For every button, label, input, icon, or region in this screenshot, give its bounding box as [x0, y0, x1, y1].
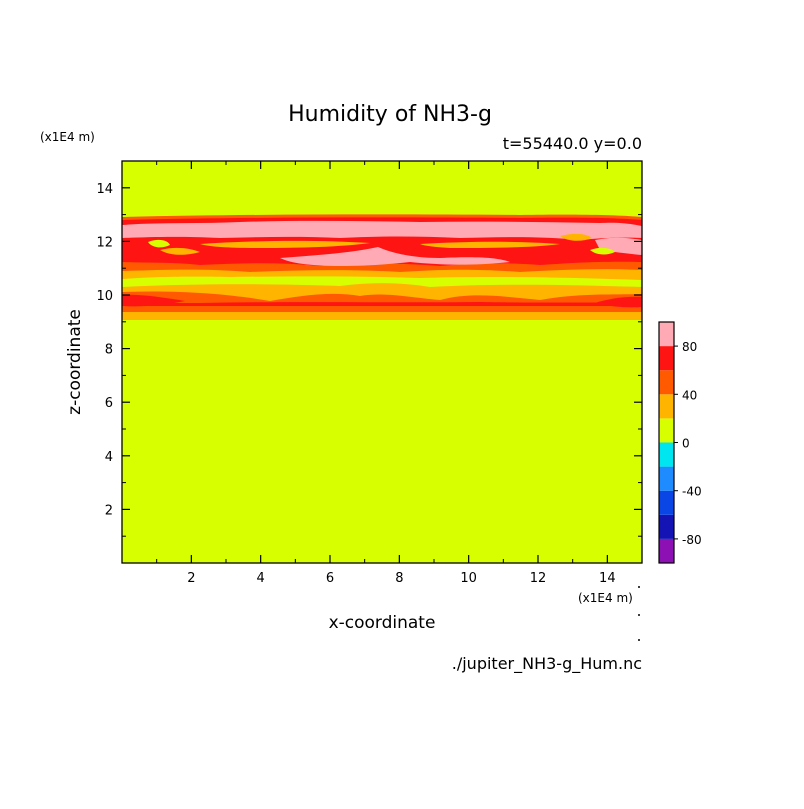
- colorbar-swatch: [659, 418, 674, 443]
- heatmap-field: [122, 161, 642, 563]
- y-axis-ticks: 2 4 6 8 10 12 14: [96, 182, 642, 537]
- island-left-3: [160, 227, 196, 235]
- x-tick-label: 6: [326, 571, 334, 586]
- band-upper-80-100-lower: [280, 247, 510, 266]
- chart-subtitle: t=55440.0 y=0.0: [503, 134, 642, 153]
- y-unit-label: (x1E4 m): [40, 130, 95, 144]
- x-axis-label: x-coordinate: [329, 613, 436, 633]
- band-lower-bump: [330, 284, 400, 292]
- source-file-label: ./jupiter_NH3-g_Hum.nc: [452, 654, 642, 674]
- colorbar-swatch: [659, 442, 674, 467]
- colorbar-swatch: [659, 346, 674, 371]
- y-tick-label: 12: [96, 235, 113, 250]
- island-mid-1: [200, 240, 370, 248]
- y-tick-label: 2: [105, 503, 113, 518]
- island-left-2: [160, 247, 200, 255]
- band-upper-80-100: [122, 220, 642, 240]
- y-tick-label: 4: [105, 450, 113, 465]
- chart-title: Humidity of NH3-g: [288, 102, 492, 127]
- colorbar-tick-label: 80: [682, 340, 697, 354]
- y-tick-label: 10: [96, 289, 113, 304]
- x-tick-label: 12: [530, 571, 547, 586]
- y-tick-label: 8: [105, 343, 113, 358]
- y-axis-label: z-coordinate: [65, 309, 85, 415]
- colorbar-tick-label: 40: [682, 388, 697, 402]
- x-tick-label: 2: [187, 571, 195, 586]
- x-tick-label: 14: [599, 571, 616, 586]
- colorbar: -80 -40 0 40 80: [658, 321, 702, 564]
- x-axis-ticks: 2 4 6 8 10 12 14: [156, 161, 616, 586]
- colorbar-swatch: [659, 514, 674, 539]
- x-tick-label: 10: [460, 571, 477, 586]
- colorbar-tick-label: -80: [682, 533, 702, 547]
- x-unit-label: (x1E4 m): [578, 591, 633, 605]
- band-lower-40-60: [122, 291, 642, 312]
- band-lower-60-80-mid: [122, 302, 642, 306]
- island-right-1: [590, 247, 615, 255]
- colorbar-swatch: [659, 394, 674, 419]
- x-tick-label: 4: [257, 571, 265, 586]
- colorbar-swatch: [659, 370, 674, 395]
- y-tick-label: 6: [105, 396, 113, 411]
- colorbar-swatch: [659, 490, 674, 515]
- island-right-2: [560, 233, 592, 241]
- dot-markers: [638, 586, 640, 641]
- colorbar-swatch: [659, 466, 674, 491]
- plot-frame: [121, 160, 643, 564]
- colorbar-tick-label: -40: [682, 485, 702, 499]
- colorbar-swatch: [659, 538, 674, 563]
- x-tick-label: 8: [395, 571, 403, 586]
- colorbar-tick-label: 0: [682, 437, 690, 451]
- y-tick-label: 14: [96, 182, 113, 197]
- island-mid-2: [420, 241, 560, 248]
- colorbar-swatch: [659, 322, 674, 347]
- island-left-1: [148, 239, 170, 248]
